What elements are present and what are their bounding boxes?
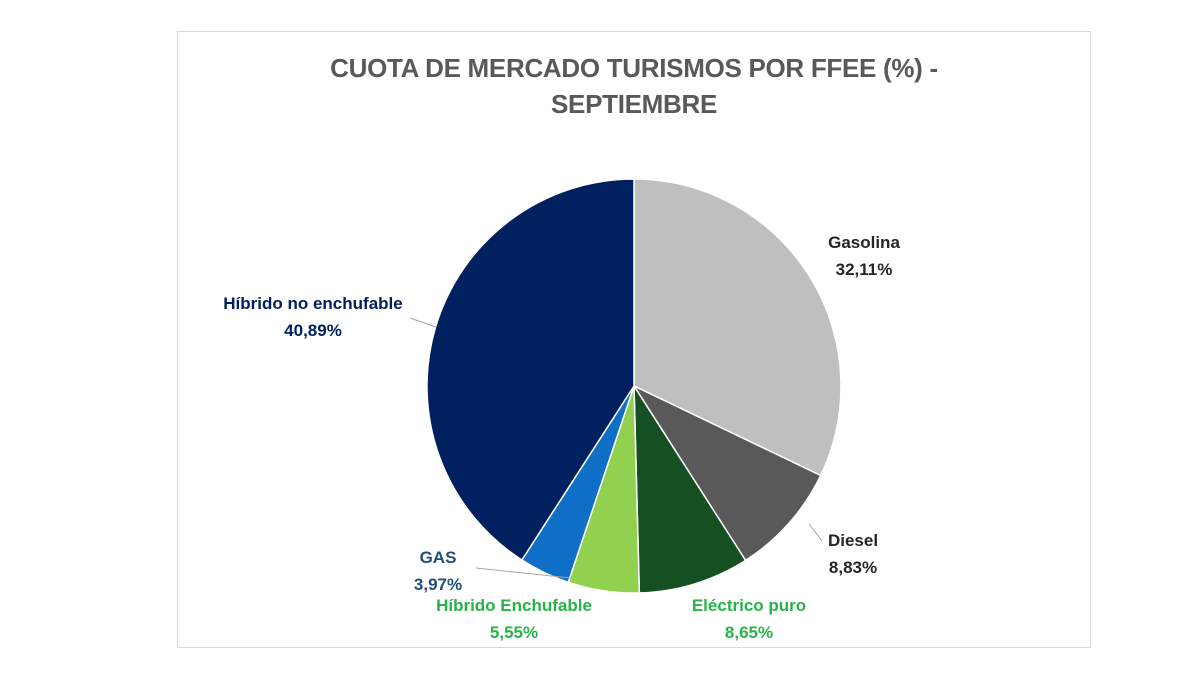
- slice-label-value-electrico-puro: 8,65%: [725, 623, 773, 642]
- slice-label-name-gas: GAS: [420, 548, 457, 567]
- leader-lines: [409, 317, 823, 579]
- leader-line-hibrido-no-enchufable: [409, 317, 437, 328]
- leader-line-gas: [475, 567, 572, 579]
- slice-hibrido-no-enchufable: [426, 178, 635, 562]
- pie-slices: [426, 178, 842, 594]
- slice-label-name-electrico-puro: Eléctrico puro: [692, 596, 806, 615]
- leader-line-diesel: [808, 523, 823, 542]
- slice-label-value-diesel: 8,83%: [829, 558, 877, 577]
- chart-title: CUOTA DE MERCADO TURISMOS POR FFEE (%) -…: [177, 50, 1091, 122]
- slice-label-name-hibrido-enchufable: Híbrido Enchufable: [436, 596, 592, 615]
- slice-label-value-hibrido-enchufable: 5,55%: [490, 623, 538, 642]
- slice-label-value-gas: 3,97%: [414, 575, 462, 594]
- slice-labels: Gasolina 32,11% Diesel 8,83% Eléctrico puro 8…: [223, 233, 900, 642]
- slice-diesel: [631, 384, 822, 562]
- slice-gasolina: [633, 178, 842, 477]
- slice-label-name-gasolina: Gasolina: [828, 233, 900, 252]
- chart-title-line-1: CUOTA DE MERCADO TURISMOS POR FFEE (%) -: [330, 53, 938, 83]
- slice-label-value-hibrido-no-enchufable: 40,89%: [284, 321, 342, 340]
- slice-electrico-puro: [633, 383, 747, 594]
- slice-label-value-gasolina: 32,11%: [836, 260, 893, 279]
- slice-label-name-hibrido-no-enchufable: Híbrido no enchufable: [223, 294, 402, 313]
- slice-label-name-diesel: Diesel: [828, 531, 878, 550]
- chart-title-line-2: SEPTIEMBRE: [550, 89, 718, 119]
